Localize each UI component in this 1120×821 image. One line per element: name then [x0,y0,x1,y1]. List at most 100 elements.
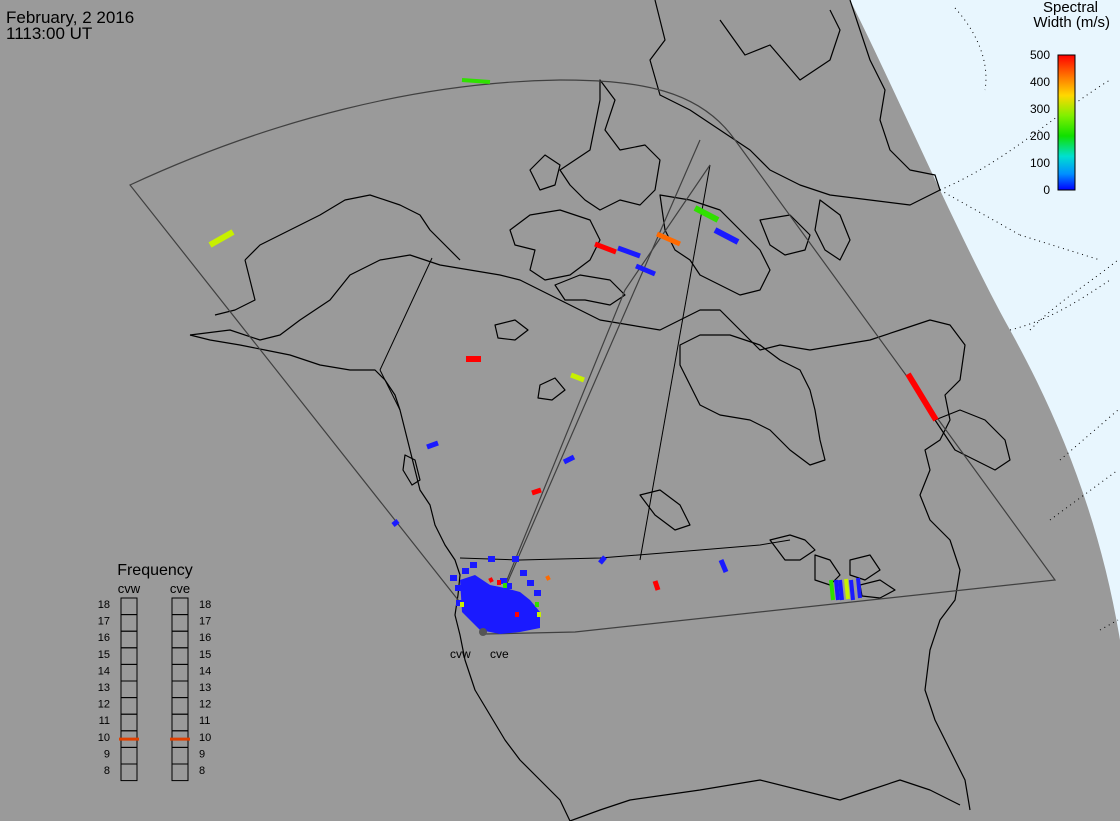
echo-bar [718,559,729,573]
frequency-cell [171,663,189,682]
echo-cell [497,580,501,585]
frequency-cell [120,663,138,682]
grid-lines [939,7,1119,631]
frequency-radar-cve: cve [170,581,190,596]
echo-bar [713,227,740,245]
echo-bar [208,229,235,248]
frequency-cell [171,746,189,765]
frequency-scale-label: 14 [199,665,211,677]
echo-bar [834,579,840,601]
echo-cell [537,612,541,617]
echo-bar [652,580,661,591]
echo-bar [570,372,585,383]
echo-cell [450,575,457,581]
echo-bar [598,555,607,565]
legend-tick-label: 100 [1030,156,1050,170]
frequency-scale-label: 18 [98,599,110,611]
echo-bar [856,577,862,599]
echo-cell [455,585,462,591]
polar-night-region [850,0,1120,640]
frequency-scale-label: 13 [98,682,110,694]
frequency-cell [120,647,138,665]
echo-cell [512,556,519,562]
echo-cell [462,568,469,574]
echo-bar [391,519,400,527]
frequency-scale-label: 14 [98,665,110,677]
echo-cell [488,556,495,562]
echo-cell [456,600,463,606]
echo-cell [460,602,464,607]
legend-tick-label: 0 [1043,183,1050,197]
frequency-scale-label: 12 [98,699,110,711]
echo-bar [461,78,491,84]
date-label: February, 2 2016 [6,8,135,27]
legend-title-line2: Width (m/s) [1033,14,1110,31]
echo-bar [617,245,641,259]
legend-tick-label: 200 [1030,129,1050,143]
frequency-cell [120,697,138,715]
echo-cell [503,583,507,588]
echo-bar [849,579,855,601]
echo-bar [838,579,844,601]
scatter-data [208,78,939,634]
frequency-radar-cvw: cvw [118,581,141,596]
frequency-scale-label: 10 [199,732,211,744]
frequency-scale-label: 11 [99,715,110,727]
frequency-scale-label: 16 [199,632,211,644]
frequency-cell [171,697,189,715]
legend-tick-label: 500 [1030,48,1050,62]
legend-tick-label: 300 [1030,102,1050,116]
echo-bar [635,263,656,277]
echo-cell [534,590,541,596]
frequency-cell [171,713,189,732]
frequency-title: Frequency [117,562,193,579]
frequency-scale-label: 17 [199,616,211,628]
coastlines [189,0,1011,821]
frequency-scale-label: 13 [199,682,211,694]
radar-label-cve: cve [490,647,509,661]
frequency-scale-label: 12 [199,699,211,711]
echo-cell [515,612,519,617]
frequency-scale-label: 16 [98,632,110,644]
frequency-cell [171,614,189,632]
frequency-scale-label: 8 [104,765,110,777]
frequency-cell [120,746,138,765]
echo-bar [545,575,551,581]
echo-cell [515,600,522,606]
frequency-cell [171,680,189,699]
frequency-scale-label: 11 [199,715,210,727]
frequency-scale-label: 8 [199,765,205,777]
radar-fov [129,79,1057,635]
legend-color-bar [1057,54,1076,191]
echo-cell [505,583,512,589]
frequency-cell [171,597,189,616]
echo-bar [594,241,617,255]
political-boundaries [379,164,791,561]
frequency-scale-label: 10 [98,732,110,744]
time-label: 1113:00 UT [6,24,93,43]
frequency-scale-label: 9 [104,748,110,760]
echo-cell [520,570,527,576]
echo-cell [508,610,515,616]
echo-cell [500,578,507,584]
frequency-scale-label: 15 [199,649,211,661]
frequency-scale-label: 17 [98,616,110,628]
echo-cluster [460,575,540,634]
echo-bar [905,372,939,422]
frequency-cell [171,630,189,649]
legend-tick-label: 400 [1030,75,1050,89]
frequency-cell [120,763,138,782]
frequency-cell [171,647,189,665]
frequency-cell [120,680,138,699]
echo-bar [829,579,835,601]
frequency-scale-label: 15 [98,649,110,661]
frequency-cell [120,614,138,632]
echo-bar [488,577,494,583]
frequency-scale-label: 18 [199,599,211,611]
legend-title-line1: Spectral [1043,0,1098,16]
frequency-cell [120,597,138,616]
echo-bar [562,454,576,465]
frequency-cell [171,763,189,782]
